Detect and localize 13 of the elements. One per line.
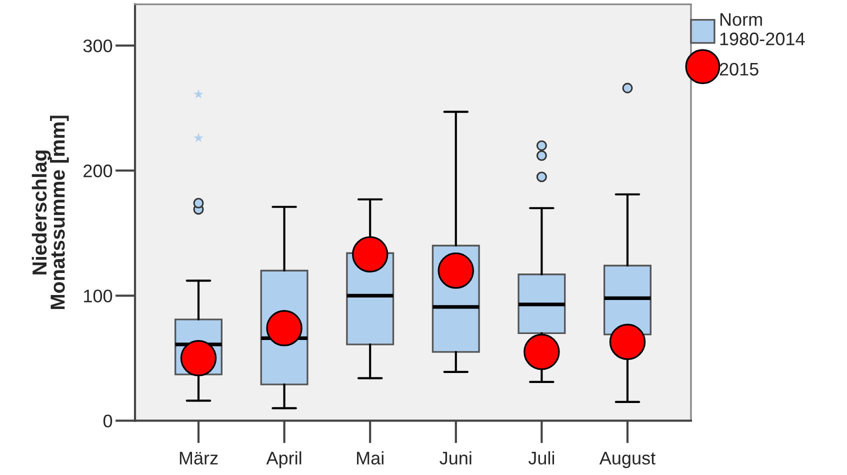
x-tick-label: März	[180, 452, 218, 465]
x-tick-label: Juli	[528, 451, 554, 465]
legend-label: 2015	[720, 62, 758, 76]
x-tick-label: Juni	[440, 451, 472, 465]
legend-label: Norm 1980-2014	[720, 13, 805, 46]
x-tick-label: Mai	[357, 451, 384, 465]
y-tick-label: 200	[84, 164, 112, 178]
y-axis-title: Niederschlag Monatssumme [mm]	[32, 116, 69, 310]
y-tick-label: 300	[83, 39, 112, 52]
y-tick-label: 0	[103, 414, 112, 428]
x-tick-label: April	[266, 451, 302, 468]
y-tick-label: 100	[84, 290, 112, 302]
x-tick-label: August	[599, 452, 656, 468]
